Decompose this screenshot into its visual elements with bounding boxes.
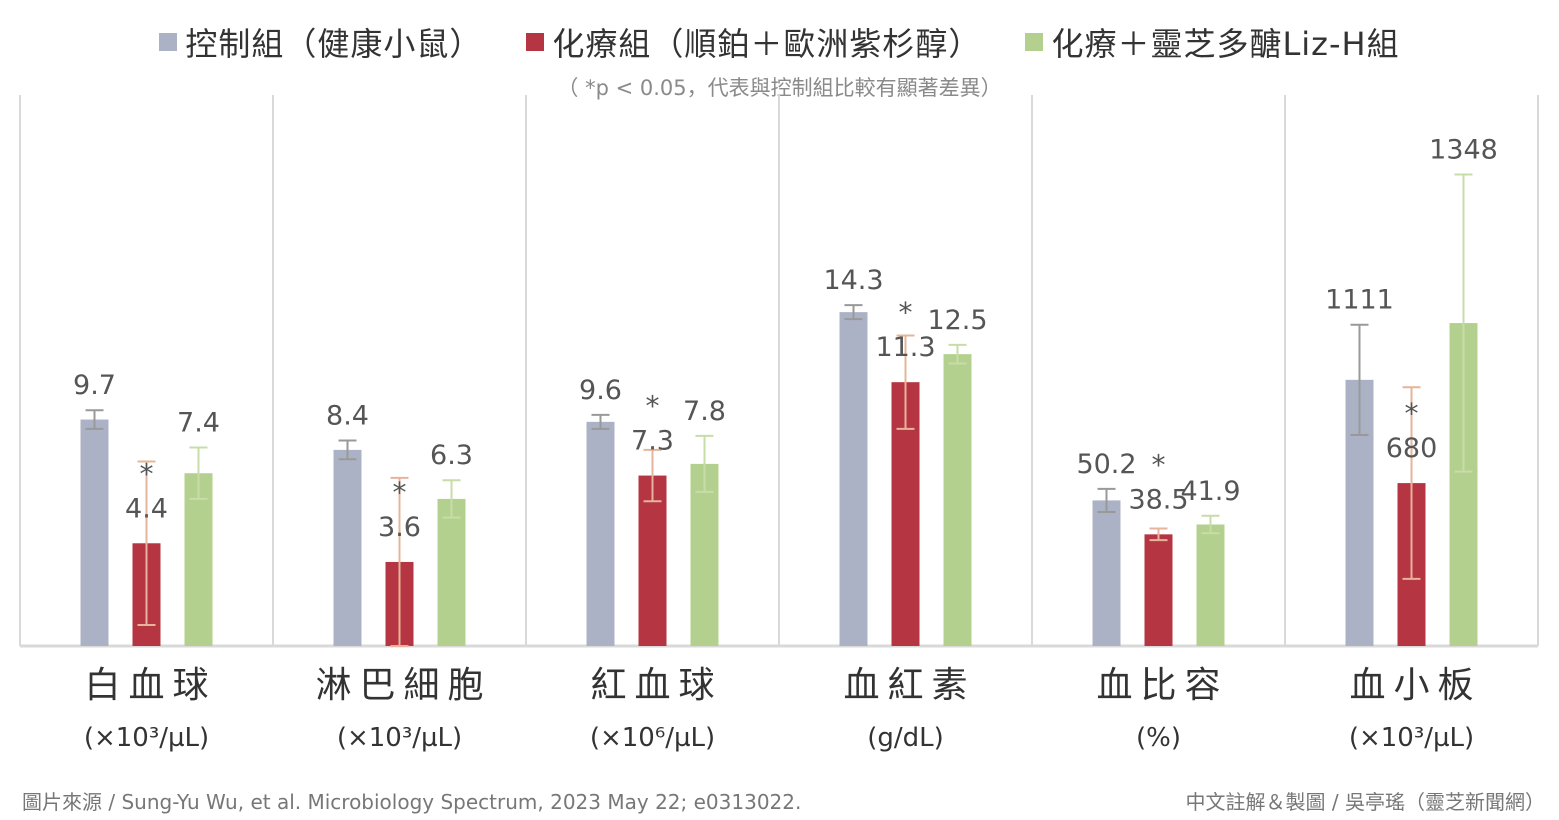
data-label: 38.5 (1128, 484, 1188, 515)
category-unit-label: (g/dL) (867, 723, 944, 753)
bar (638, 475, 667, 646)
bar (184, 473, 213, 646)
category-label: 紅血球 (590, 665, 722, 706)
bar (943, 354, 972, 646)
category-unit-label: (%) (1136, 723, 1181, 753)
category-unit-label: (×10³/µL) (1349, 723, 1474, 753)
category-label: 淋巴細胞 (315, 665, 491, 706)
data-label: 8.4 (326, 401, 369, 432)
data-label: 4.4 (125, 493, 168, 524)
chart-legend: 控制組（健康小鼠） 化療組（順鉑＋歐洲紫杉醇） 化療＋靈芝多醣Liz-H組 (0, 14, 1559, 70)
significance-marker: * (140, 457, 154, 490)
category-label: 白血球 (84, 665, 216, 706)
bar-chart: 9.74.4*7.4白血球(×10³/µL)8.43.6*6.3淋巴細胞(×10… (19, 95, 1539, 753)
legend-item-chemo-lizh: 化療＋靈芝多醣Liz-H組 (1025, 19, 1399, 65)
data-label: 12.5 (927, 305, 987, 336)
bar (839, 312, 868, 646)
data-label: 1348 (1429, 135, 1498, 166)
category-unit-label: (×10⁶/µL) (590, 723, 715, 753)
bar (1092, 500, 1121, 646)
bar (586, 421, 615, 646)
legend-item-control: 控制組（健康小鼠） (159, 19, 482, 65)
legend-swatch-chemo (526, 33, 545, 51)
legend-swatch-chemo-lizh (1025, 33, 1044, 51)
legend-label-chemo: 化療組（順鉑＋歐洲紫杉醇） (552, 25, 982, 63)
data-label: 680 (1386, 433, 1438, 464)
significance-marker: * (393, 476, 407, 509)
legend-label-control: 控制組（健康小鼠） (185, 25, 483, 63)
category-unit-label: (×10³/µL) (337, 723, 462, 753)
data-label: 7.3 (631, 426, 674, 457)
data-label: 9.7 (73, 370, 116, 401)
data-label: 3.6 (378, 512, 421, 543)
category-label: 血紅素 (843, 665, 975, 706)
data-label: 1111 (1325, 285, 1394, 316)
bar (333, 449, 362, 646)
data-label: 41.9 (1180, 476, 1240, 507)
data-label: 11.3 (875, 332, 935, 363)
significance-marker: * (899, 296, 913, 329)
data-label: 7.8 (683, 396, 726, 427)
footer-credit: 中文註解＆製圖 / 吳亭瑤（靈芝新聞網） (1185, 790, 1545, 814)
bar (437, 498, 466, 646)
significance-marker: * (1152, 448, 1166, 481)
data-label: 6.3 (430, 440, 473, 471)
legend-swatch-control (159, 33, 178, 51)
bar (80, 419, 109, 646)
data-label: 14.3 (823, 265, 883, 296)
category-unit-label: (×10³/µL) (84, 723, 209, 753)
bar (1196, 524, 1225, 646)
legend-item-chemo: 化療組（順鉑＋歐洲紫杉醇） (526, 19, 981, 65)
category-label: 血小板 (1349, 665, 1481, 706)
legend-label-chemo-lizh: 化療＋靈芝多醣Liz-H組 (1051, 25, 1400, 63)
category-label: 血比容 (1096, 665, 1228, 706)
data-label: 7.4 (177, 408, 220, 439)
data-label: 50.2 (1076, 449, 1136, 480)
bar (1144, 534, 1173, 646)
data-label: 9.6 (579, 375, 622, 406)
significance-marker: * (646, 390, 660, 423)
footer-source: 圖片來源 / Sung-Yu Wu, et al. Microbiology S… (22, 790, 802, 814)
bar (690, 463, 719, 646)
significance-marker: * (1405, 397, 1419, 430)
